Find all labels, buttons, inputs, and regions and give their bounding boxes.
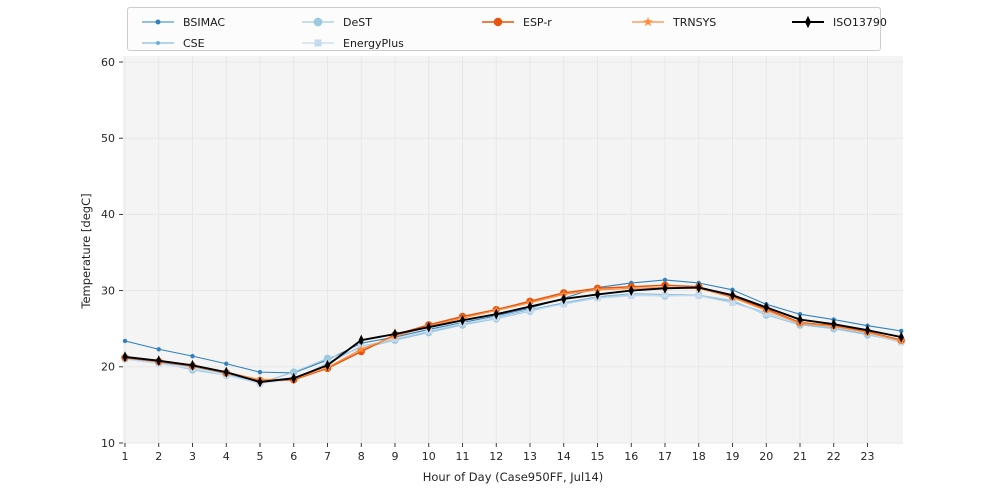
y-tick-label: 10 [101, 437, 115, 450]
x-tick-label: 18 [692, 450, 706, 463]
legend-item-dest: DeST [301, 13, 372, 31]
legend-label: TRNSYS [673, 15, 717, 29]
x-tick-label: 1 [122, 450, 129, 463]
x-tick-label: 2 [155, 450, 162, 463]
legend-label: EnergyPlus [343, 36, 404, 50]
legend-item-cse: CSE [141, 34, 205, 52]
series-line-energyplus [124, 294, 902, 385]
x-tick-label: 15 [591, 450, 605, 463]
series-line-trnsys [124, 286, 902, 381]
series-line-dest [124, 294, 902, 384]
plot-area [123, 56, 903, 443]
series-line-esp-r [124, 284, 902, 382]
y-axis-label-text: Temperature [degC] [79, 193, 93, 309]
legend: BSIMAC CSE DeST EnergyPlus ESP-r TRNSYS ISO137… [127, 7, 887, 52]
x-axis-label: Hour of Day (Case950FF, Jul14) [422, 470, 604, 484]
y-tick-label: 40 [101, 208, 115, 221]
x-tick-label: 19 [726, 450, 740, 463]
x-tick-label: 12 [489, 450, 503, 463]
x-tick-label: 5 [257, 450, 264, 463]
x-tick-label: 11 [456, 450, 470, 463]
series-line-iso13790 [124, 286, 902, 383]
x-tick-label: 16 [624, 450, 638, 463]
x-tick-label: 20 [759, 450, 773, 463]
legend-marker-energyplus [302, 39, 334, 47]
y-tick-label: 30 [101, 284, 115, 297]
x-tick-label: 14 [557, 450, 571, 463]
x-tick-label: 23 [861, 450, 875, 463]
legend-label: DeST [343, 15, 372, 29]
legend-marker-trnsys [632, 16, 664, 27]
y-tick-label: 60 [101, 56, 115, 69]
series-line-bsimac [124, 279, 902, 374]
legend-item-esp-r: ESP-r [481, 13, 552, 31]
y-tick-label: 20 [101, 361, 115, 374]
x-tick-label: 6 [290, 450, 297, 463]
legend-marker-iso13790 [792, 15, 824, 29]
x-tick-label: 3 [189, 450, 196, 463]
legend-marker-esp-r [482, 17, 514, 27]
x-tick-label: 10 [422, 450, 436, 463]
legend-label: BSIMAC [183, 15, 226, 29]
legend-item-trnsys: TRNSYS [631, 13, 716, 31]
x-tick-label: 4 [223, 450, 230, 463]
x-tick-label: 9 [392, 450, 399, 463]
x-tick-label: 21 [793, 450, 807, 463]
y-tick-label: 50 [101, 132, 115, 145]
legend-label: ISO13790 [833, 15, 887, 29]
legend-item-energyplus: EnergyPlus [301, 34, 404, 52]
legend-marker-cse [142, 41, 174, 45]
x-tick-label: 7 [324, 450, 331, 463]
legend-item-iso13790: ISO13790 [791, 13, 887, 31]
legend-marker-dest [302, 17, 334, 27]
legend-label: CSE [183, 36, 205, 50]
grid-lines [123, 56, 903, 444]
x-tick-label: 13 [523, 450, 537, 463]
x-tick-label: 17 [658, 450, 672, 463]
legend-label: ESP-r [523, 15, 552, 29]
legend-item-bsimac: BSIMAC [141, 13, 225, 31]
x-tick-label: 22 [827, 450, 841, 463]
series-iso13790 [122, 282, 904, 388]
legend-marker-bsimac [142, 19, 174, 25]
x-tick-label: 8 [358, 450, 365, 463]
